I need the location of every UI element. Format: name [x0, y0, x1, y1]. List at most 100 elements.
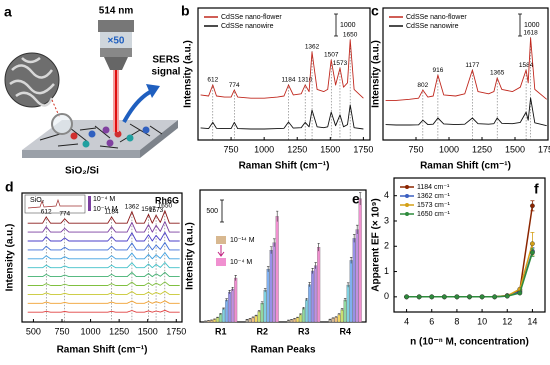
series-line — [200, 104, 364, 130]
y-axis-title: Apparent EF (× 10⁹) — [371, 198, 382, 291]
scale-bar — [518, 13, 522, 37]
bar — [222, 308, 226, 323]
x-tick-label: 10 — [477, 316, 487, 326]
y-tick-label: 1 — [384, 266, 389, 276]
error-bar — [299, 313, 302, 316]
bar — [260, 302, 264, 323]
legend-marker — [405, 212, 409, 216]
error-bar — [234, 275, 237, 281]
x-tick-label: 1250 — [287, 144, 307, 154]
x-tick-label: 1500 — [138, 326, 158, 336]
data-point — [429, 294, 435, 300]
scale-bar — [220, 199, 224, 223]
signal-label: signal — [152, 67, 181, 78]
bar — [225, 299, 229, 323]
peak-label: 1184 — [282, 77, 296, 84]
error-bar — [331, 317, 335, 319]
data-point — [530, 241, 535, 247]
bar — [343, 299, 347, 323]
bar — [269, 250, 273, 323]
signal-label: SERS — [152, 55, 180, 66]
peak-label: 774 — [59, 211, 70, 218]
error-bar — [260, 301, 264, 305]
bar — [346, 284, 350, 323]
scale-bar-label: 1000 — [524, 22, 540, 29]
bar — [275, 216, 279, 323]
error-bar — [293, 318, 296, 320]
peak-label: 1584 — [519, 62, 534, 69]
error-bar — [248, 318, 252, 320]
peak-label: 916 — [432, 67, 443, 74]
series-line — [406, 251, 534, 298]
y-axis-title: Intensity (a.u.) — [371, 40, 382, 108]
error-bar — [305, 297, 308, 301]
error-bar — [343, 298, 347, 302]
error-bar — [352, 234, 356, 243]
x-axis-title: Raman Shift (cm⁻¹) — [57, 345, 148, 356]
gradient-key — [216, 258, 226, 266]
x-tick-label: 1750 — [538, 144, 550, 154]
data-point — [416, 294, 422, 300]
annotation: 10⁻¹⁴ M — [230, 237, 255, 244]
annotation: Rh6G — [155, 195, 179, 205]
x-tick-label: R2 — [256, 326, 268, 336]
x-axis-title: Raman Peaks — [250, 345, 315, 356]
y-axis-title: Intensity (a.u.) — [5, 224, 16, 292]
series-line — [27, 281, 180, 286]
series-line — [27, 262, 180, 269]
x-tick-label: 1750 — [353, 144, 373, 154]
error-bar — [254, 314, 258, 317]
bar — [314, 265, 318, 323]
series-line — [406, 205, 534, 298]
objective-top — [98, 20, 134, 32]
series-line — [27, 309, 180, 313]
error-bar — [314, 262, 317, 269]
error-bar — [337, 313, 341, 316]
peak-label: 612 — [41, 209, 52, 216]
laser-label: 514 nm — [99, 6, 134, 17]
series-line — [27, 242, 180, 251]
annotation: SiO₂ — [30, 197, 45, 204]
bar — [231, 288, 235, 323]
x-tick-label: 1000 — [439, 144, 459, 154]
bar — [302, 308, 306, 323]
series-line — [27, 210, 180, 224]
molecules — [70, 126, 150, 148]
error-bar — [346, 282, 350, 288]
x-tick-label: 14 — [527, 316, 537, 326]
bar — [248, 318, 252, 323]
error-bar — [228, 290, 231, 294]
data-point — [441, 294, 447, 300]
error-bar — [275, 210, 279, 222]
x-tick-label: 1500 — [505, 144, 525, 154]
y-tick-label: 3 — [384, 215, 389, 225]
peak-label: 1650 — [158, 203, 173, 210]
error-bar — [269, 246, 273, 254]
x-tick-label: 12 — [502, 316, 512, 326]
panel-label: b — [181, 3, 190, 19]
peak-label: 1573 — [149, 207, 164, 214]
legend-label: 1650 cm⁻¹ — [417, 211, 451, 218]
bar — [352, 238, 356, 323]
objective-band — [100, 32, 132, 48]
series-line — [385, 37, 547, 101]
legend-label: CdSSe nano-flower — [221, 14, 282, 21]
signal-arrowhead — [146, 84, 160, 98]
error-bar — [222, 307, 225, 310]
error-bar — [287, 319, 290, 321]
error-bar — [245, 319, 249, 321]
x-axis-title: n (10⁻ⁿ M, concentration) — [410, 337, 529, 348]
series-line — [27, 221, 180, 233]
series-line — [27, 271, 180, 278]
bar — [340, 309, 344, 323]
objective-lens — [104, 57, 128, 70]
error-bar — [272, 238, 276, 247]
series-line — [27, 231, 180, 242]
error-bar — [213, 318, 216, 320]
bar — [228, 291, 232, 323]
peak-label: 1362 — [305, 44, 320, 51]
gradient-key — [216, 236, 226, 244]
error-bar — [263, 288, 267, 293]
y-axis-title: Intensity (a.u.) — [183, 40, 194, 108]
peak-label: 1650 — [343, 32, 358, 39]
